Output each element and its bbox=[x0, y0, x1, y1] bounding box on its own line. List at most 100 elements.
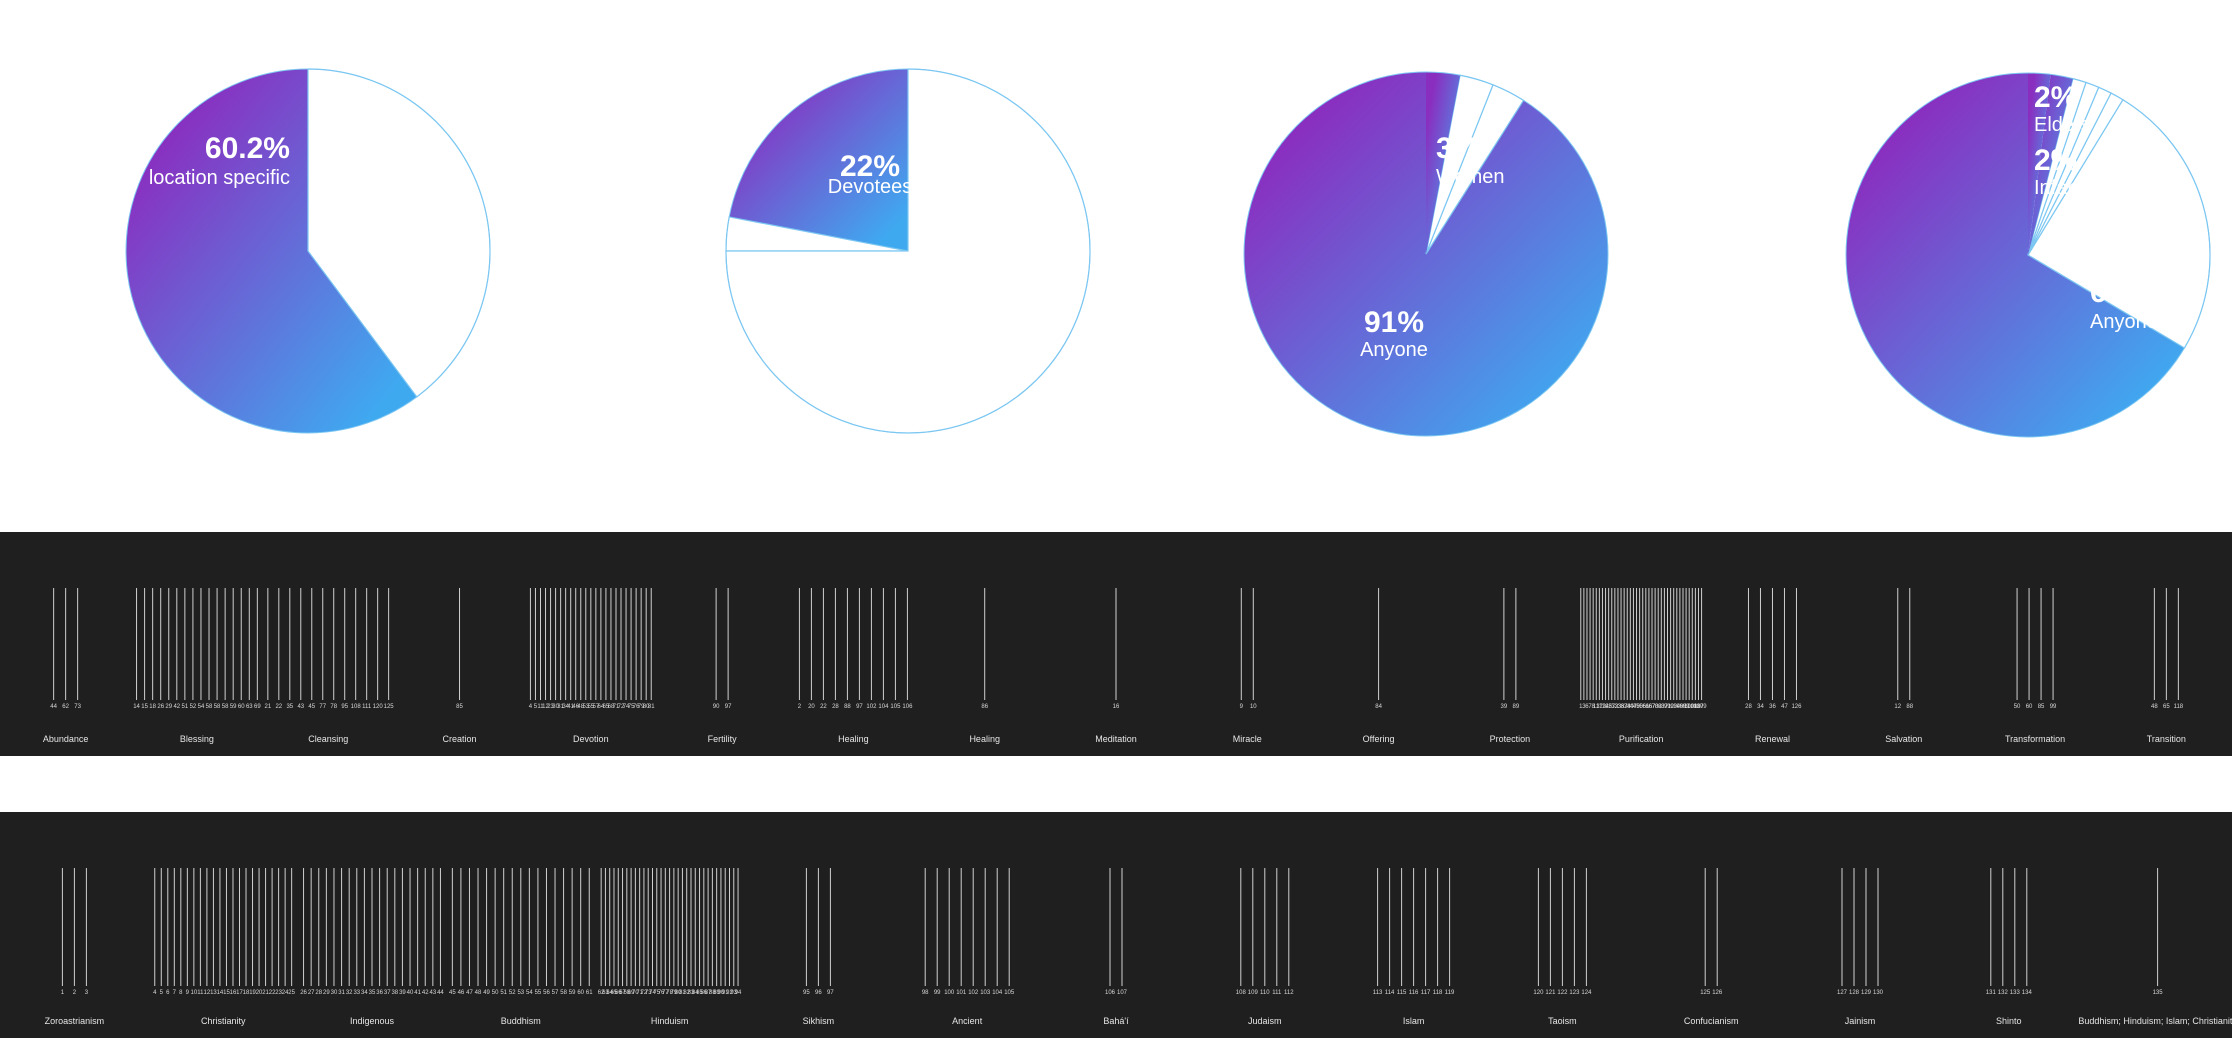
ritual-purpose-strip-mark-label-1-5: 42 bbox=[173, 704, 180, 710]
ritual-purpose-strip-mark-label-12-25: 82 bbox=[1655, 704, 1662, 710]
ritual-purpose-strip-mark-label-4-4: 23 bbox=[547, 704, 554, 710]
religion-strip-category-label-7: Bahá'í bbox=[1103, 1016, 1129, 1026]
ritual-purpose-strip-mark-label-12-29: 92 bbox=[1667, 704, 1674, 710]
ritual-purpose-strip-mark-label-12-17: 47 bbox=[1630, 704, 1637, 710]
ritual-purpose-strip-mark-label-15-2: 85 bbox=[2038, 704, 2045, 710]
religion-strip-mark-label-13-0: 131 bbox=[1986, 990, 1997, 996]
religion-strip-mark-label-9-5: 118 bbox=[1433, 990, 1443, 996]
religion-strip-mark-label-6-6: 104 bbox=[992, 990, 1003, 996]
religion-strip-mark-label-3-3: 48 bbox=[475, 990, 482, 996]
religion-strip-mark-label-3-5: 50 bbox=[492, 990, 499, 996]
ritual-purpose-strip-mark-label-4-6: 31 bbox=[557, 704, 564, 710]
ritual-purpose-strip-mark-label-4-22: 79 bbox=[638, 704, 645, 710]
ritual-purpose-strip-category-2: 21 22 35 43 45 77 78 95 108 111 120 125 Cleansing bbox=[264, 588, 394, 744]
religion-strip-category-label-2: Indigenous bbox=[350, 1016, 395, 1026]
religion-strip-mark-label-4-18: 80 bbox=[675, 990, 682, 996]
religion-strip-mark-label-8-1: 109 bbox=[1248, 990, 1259, 996]
religion-strip-mark-label-6-2: 100 bbox=[944, 990, 955, 996]
religion-strip-mark-label-3-8: 53 bbox=[517, 990, 524, 996]
ritual-purpose-strip-category-12: 1 3 6 7 813171924252732333637384047495056616… bbox=[1579, 588, 1707, 744]
religion-strip-mark-label-4-2: 64 bbox=[606, 990, 613, 996]
ritual-purpose-strip-category-label-15: Transformation bbox=[2005, 734, 2065, 744]
religion-strip-mark-label-6-1: 99 bbox=[934, 990, 941, 996]
ritual-purpose-strip-mark-label-12-2: 6 bbox=[1585, 704, 1589, 710]
religion-strip-mark-label-8-0: 108 bbox=[1236, 990, 1247, 996]
religion-strip-mark-label-1-14: 18 bbox=[243, 990, 250, 996]
ritual-purpose-strip-mark-label-2-8: 108 bbox=[351, 704, 362, 710]
ritual-purpose-strip-category-0: 44 62 73 Abundance bbox=[43, 588, 89, 744]
religion-strip-category-1: 4 5 6 7 8 9 10 11 12 13 14 15 16 17 18 19 20 21 22 23 24 25 Ch… bbox=[153, 868, 296, 1026]
ritual-purpose-strip-category-15: 50 60 85 99 Transformation bbox=[2005, 588, 2065, 744]
religion-strip-mark-label-10-1: 121 bbox=[1545, 990, 1556, 996]
religion-strip-mark-label-6-5: 103 bbox=[980, 990, 991, 996]
ritual-purpose-strip-mark-label-15-0: 50 bbox=[2014, 704, 2021, 710]
religion-strip-category-7: 106 107 Bahá'í bbox=[1103, 868, 1129, 1026]
ritual-purpose-strip-category-label-0: Abundance bbox=[43, 734, 89, 744]
ritual-purpose-strip-mark-label-12-22: 66 bbox=[1646, 704, 1653, 710]
ritual-purpose-strip-mark-label-12-39: 109 bbox=[1697, 704, 1708, 710]
religion-strip-mark-label-7-1: 107 bbox=[1117, 990, 1128, 996]
pie4 bbox=[1845, 72, 2211, 438]
ritual-purpose-strip-mark-label-15-1: 60 bbox=[2026, 704, 2033, 710]
religion-strip-mark-label-3-16: 61 bbox=[586, 990, 593, 996]
religion-strip-category-label-3: Buddhism bbox=[501, 1016, 541, 1026]
religion-strip-mark-label-5-2: 97 bbox=[827, 990, 834, 996]
ritual-purpose-strip-mark-label-12-4: 8 bbox=[1591, 704, 1595, 710]
ritual-purpose-strip-category-label-6: Healing bbox=[838, 734, 869, 744]
religion-strip-mark-label-11-1: 126 bbox=[1712, 990, 1723, 996]
religion-strip-mark-label-4-5: 67 bbox=[619, 990, 626, 996]
religion-strip-mark-label-4-8: 70 bbox=[632, 990, 639, 996]
ritual-purpose-strip-mark-label-12-26: 83 bbox=[1658, 704, 1665, 710]
ritual-purpose-strip-mark-label-12-18: 49 bbox=[1633, 704, 1640, 710]
religion-strip-mark-label-1-19: 23 bbox=[275, 990, 282, 996]
religion-strip-category-0: 1 2 3 Zoroastrianism bbox=[45, 868, 104, 1026]
ritual-purpose-strip-mark-label-12-15: 38 bbox=[1624, 704, 1631, 710]
ritual-purpose-strip-mark-label-13-1: 34 bbox=[1757, 704, 1764, 710]
religion-strip-mark-label-0-2: 3 bbox=[85, 990, 89, 996]
religion-strip-mark-label-4-20: 82 bbox=[683, 990, 690, 996]
religion-strip-mark-label-3-7: 52 bbox=[509, 990, 516, 996]
ritual-purpose-strip-mark-label-12-19: 50 bbox=[1636, 704, 1643, 710]
ritual-purpose-strip-category-16: 48 65 118 Transition bbox=[2147, 588, 2186, 744]
religion-strip-mark-label-13-2: 133 bbox=[2010, 990, 2021, 996]
ritual-purpose-strip-mark-label-4-23: 80 bbox=[643, 704, 650, 710]
ritual-purpose-strip-mark-label-1-0: 14 bbox=[133, 704, 140, 710]
religion-strip-mark-label-1-7: 11 bbox=[197, 990, 204, 996]
ritual-purpose-strip-mark-label-1-9: 58 bbox=[206, 704, 213, 710]
ritual-purpose-strip-category-label-11: Protection bbox=[1490, 734, 1531, 744]
ritual-purpose-strip-mark-label-4-16: 68 bbox=[608, 704, 615, 710]
ritual-purpose-strip-mark-label-4-2: 11 bbox=[537, 704, 544, 710]
religion-strip-mark-label-2-14: 40 bbox=[407, 990, 414, 996]
religion-strip-mark-label-10-0: 120 bbox=[1533, 990, 1544, 996]
ritual-purpose-strip-category-label-7: Healing bbox=[969, 734, 1000, 744]
ritual-purpose-strip-mark-label-15-3: 99 bbox=[2050, 704, 2057, 710]
ritual-purpose-strip-mark-label-11-1: 89 bbox=[1513, 704, 1520, 710]
ritual-purpose-strip-category-9: 9 10 Miracle bbox=[1233, 588, 1262, 744]
religion-strip-category-5: 95 96 97 Sikhism bbox=[803, 868, 834, 1026]
pie3-slice-3 bbox=[1426, 72, 1461, 254]
religion-strip-mark-label-2-3: 29 bbox=[323, 990, 330, 996]
ritual-purpose-strip-mark-label-16-0: 48 bbox=[2151, 704, 2158, 710]
pie2-caption-0: Devotees bbox=[828, 176, 913, 198]
ritual-purpose-strip-mark-label-1-15: 69 bbox=[254, 704, 261, 710]
ritual-purpose-strip-category-13: 28 34 36 47 126 Renewal bbox=[1745, 588, 1802, 744]
religion-strip-mark-label-2-15: 41 bbox=[414, 990, 421, 996]
religion-strip-mark-label-6-0: 98 bbox=[922, 990, 929, 996]
religion-strip-mark-label-2-10: 36 bbox=[376, 990, 383, 996]
religion-strip-mark-label-3-13: 58 bbox=[560, 990, 567, 996]
religion-strip-category-label-14: Buddhism; Hinduism; Islam; Christianity bbox=[2078, 1016, 2232, 1026]
religion-strip-mark-label-6-7: 105 bbox=[1004, 990, 1015, 996]
ritual-purpose-strip-mark-label-16-2: 118 bbox=[2174, 704, 2184, 710]
ritual-purpose-strip-mark-label-1-13: 60 bbox=[238, 704, 245, 710]
ritual-purpose-strip-mark-label-2-4: 45 bbox=[308, 704, 315, 710]
ritual-purpose-strip-mark-label-4-12: 55 bbox=[587, 704, 594, 710]
ritual-purpose-strip-category-label-12: Purification bbox=[1619, 734, 1664, 744]
ritual-purpose-strip-mark-label-4-1: 5 bbox=[534, 704, 538, 710]
religion-strip-mark-label-10-2: 122 bbox=[1557, 990, 1568, 996]
religion-strip: 1 2 3 Zoroastrianism 4 5 6 7 8 9 10 11 12 13 14 15 16 17 1… bbox=[0, 812, 2232, 1038]
ritual-purpose-strip-mark-label-4-11: 53 bbox=[582, 704, 589, 710]
ritual-purpose-strip-category-7: 86 Healing bbox=[969, 588, 1000, 744]
religion-strip-mark-label-4-22: 84 bbox=[692, 990, 699, 996]
ritual-purpose-strip-mark-label-12-36: 101 bbox=[1687, 704, 1698, 710]
ritual-purpose-strip-mark-label-12-32: 96 bbox=[1677, 704, 1684, 710]
